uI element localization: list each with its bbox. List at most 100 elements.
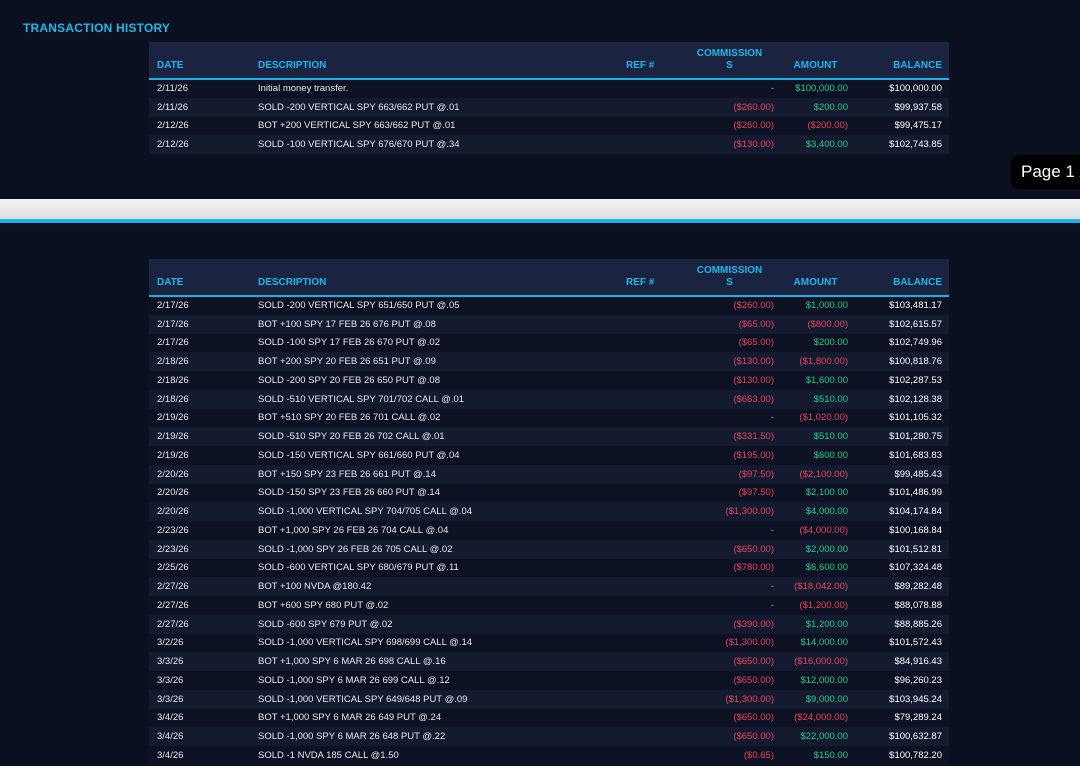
cell-balance: $101,572.43 [889,637,942,649]
header-date: DATE [149,259,258,297]
cell-amount: $1,000.00 [805,300,848,312]
table-row: 2/19/26 SOLD -510 SPY 20 FEB 26 702 CALL … [149,427,949,446]
cell-date: 3/2/26 [157,637,184,649]
statement-page-1: TRANSACTION HISTORY DATE DESCRIPTION REF… [0,0,1080,199]
cell-amount: $4,000.00 [805,506,848,518]
cell-date: 2/25/26 [157,562,189,574]
table-row: 2/12/26 BOT +200 VERTICAL SPY 663/662 PUT… [149,116,949,136]
cell-date: 2/23/26 [157,524,189,536]
cell-description: SOLD -1 NVDA 185 CALL @1.50 [258,749,399,761]
cell-description: BOT +200 VERTICAL SPY 663/662 PUT @.01 [258,120,456,132]
cell-ref [626,709,681,728]
cell-description: BOT +1,000 SPY 6 MAR 26 649 PUT @.24 [258,712,442,724]
cell-description: SOLD -1,000 SPY 6 MAR 26 699 CALL @.12 [258,674,450,686]
table-row: 2/11/26 SOLD -200 VERTICAL SPY 663/662 PU… [149,97,949,117]
cell-amount: ($16,000.00) [794,656,848,668]
cell-balance: $102,615.57 [889,318,942,330]
header-balance: BALANCE [853,259,949,297]
cell-balance: $79,289.24 [894,712,942,724]
cell-commission: ($130.00) [733,356,774,368]
cell-balance: $88,885.26 [894,618,942,630]
cell-ref [626,596,681,615]
cell-date: 3/3/26 [157,693,184,705]
cell-amount: ($1,020.00) [799,412,848,424]
cell-description: SOLD -1,000 VERTICAL SPY 698/699 CALL @.… [258,637,473,649]
cell-commission: ($260.00) [733,300,774,312]
cell-commission: ($130.00) [733,139,774,151]
cell-ref [626,135,681,154]
cell-date: 2/18/26 [157,374,189,386]
table-row: 2/20/26 BOT +150 SPY 23 FEB 26 661 PUT @.… [149,464,949,484]
cell-description: SOLD -600 SPY 679 PUT @.02 [258,618,393,630]
cell-commission: ($650.00) [733,712,774,724]
cell-amount: $2,100.00 [805,487,848,499]
header-amount: AMOUNT [778,42,853,80]
cell-commission: ($260.00) [733,101,774,113]
section-title: TRANSACTION HISTORY [23,21,171,35]
cell-amount: ($2,100.00) [799,468,848,480]
table-row: 2/23/26 SOLD -1,000 SPY 26 FEB 26 705 CAL… [149,539,949,559]
cell-amount: $12,000.00 [800,674,848,686]
table-row: 2/20/26 SOLD -150 SPY 23 FEB 26 660 PUT @… [149,483,949,503]
header-date: DATE [149,42,258,80]
cell-ref [626,446,681,465]
table-row: 3/3/26 SOLD -1,000 SPY 6 MAR 26 699 CALL … [149,671,949,690]
cell-ref [626,540,681,559]
cell-ref [626,334,681,353]
cell-description: Initial money transfer. [258,83,349,95]
header-commissions-line1: COMMISSION [696,48,763,59]
cell-date: 2/17/26 [157,318,189,330]
cell-date: 2/18/26 [157,393,189,405]
cell-amount: $9,000.00 [805,693,848,705]
cell-date: 2/20/26 [157,487,189,499]
header-ref: REF # [626,42,681,80]
page-separator [0,199,1080,219]
cell-commission: ($65.00) [738,337,774,349]
cell-amount: ($18,042.00) [794,581,848,593]
cell-balance: $100,782.20 [889,749,942,761]
cell-balance: $101,683.83 [889,449,942,461]
table-header-row: DATE DESCRIPTION REF # COMMISSION S AMOUN… [149,42,949,80]
cell-ref [626,296,681,315]
table-row: 3/3/26 SOLD -1,000 VERTICAL SPY 649/648 P… [149,689,949,709]
cell-date: 2/23/26 [157,543,189,555]
header-commissions: COMMISSION S [681,42,778,80]
cell-date: 2/27/26 [157,599,189,611]
cell-description: SOLD -600 VERTICAL SPY 680/679 PUT @.11 [258,562,459,574]
cell-amount: ($200.00) [807,120,848,132]
table-row: 2/23/26 BOT +1,000 SPY 26 FEB 26 704 CALL… [149,521,949,540]
table-header-row: DATE DESCRIPTION REF # COMMISSION S AMOUN… [149,259,949,297]
table-row: 2/18/26 SOLD -200 SPY 20 FEB 26 650 PUT @… [149,371,949,390]
cell-amount: $600.00 [813,449,848,461]
cell-ref [626,79,681,98]
cell-amount: $14,000.00 [800,637,848,649]
cell-balance: $84,916.43 [894,656,942,668]
cell-balance: $103,481.17 [889,300,942,312]
cell-balance: $107,324.48 [889,562,942,574]
cell-description: BOT +1,000 SPY 26 FEB 26 704 CALL @.04 [258,524,449,536]
cell-commission: - [770,83,774,95]
transaction-table-page-2: DATE DESCRIPTION REF # COMMISSION S AMOUN… [149,259,949,765]
cell-commission: - [770,412,774,424]
cell-ref [626,577,681,596]
cell-amount: ($4,000.00) [799,524,848,536]
table-row: 2/12/26 SOLD -100 VERTICAL SPY 676/670 PU… [149,135,949,154]
table-row: 2/27/26 BOT +100 NVDA @180.42 - ($18,042.00… [149,577,949,596]
header-balance: BALANCE [853,42,949,80]
header-commissions: COMMISSION S [681,259,778,297]
cell-ref [626,390,681,409]
cell-commission: ($1,300.00) [725,693,774,705]
cell-date: 3/3/26 [157,656,184,668]
cell-description: BOT +200 SPY 20 FEB 26 651 PUT @.09 [258,356,436,368]
cell-commission: ($0.65) [743,749,774,761]
cell-description: SOLD -150 SPY 23 FEB 26 660 PUT @.14 [258,487,440,499]
table-row: 2/27/26 BOT +600 SPY 680 PUT @.02 - ($1,200… [149,596,949,615]
cell-amount: $510.00 [813,393,848,405]
cell-date: 3/4/26 [157,712,184,724]
cell-date: 2/17/26 [157,337,189,349]
cell-description: SOLD -200 VERTICAL SPY 663/662 PUT @.01 [258,101,460,113]
header-amount: AMOUNT [778,259,853,297]
cell-date: 2/17/26 [157,300,189,312]
cell-balance: $104,174.84 [889,506,942,518]
cell-commission: ($780.00) [733,562,774,574]
